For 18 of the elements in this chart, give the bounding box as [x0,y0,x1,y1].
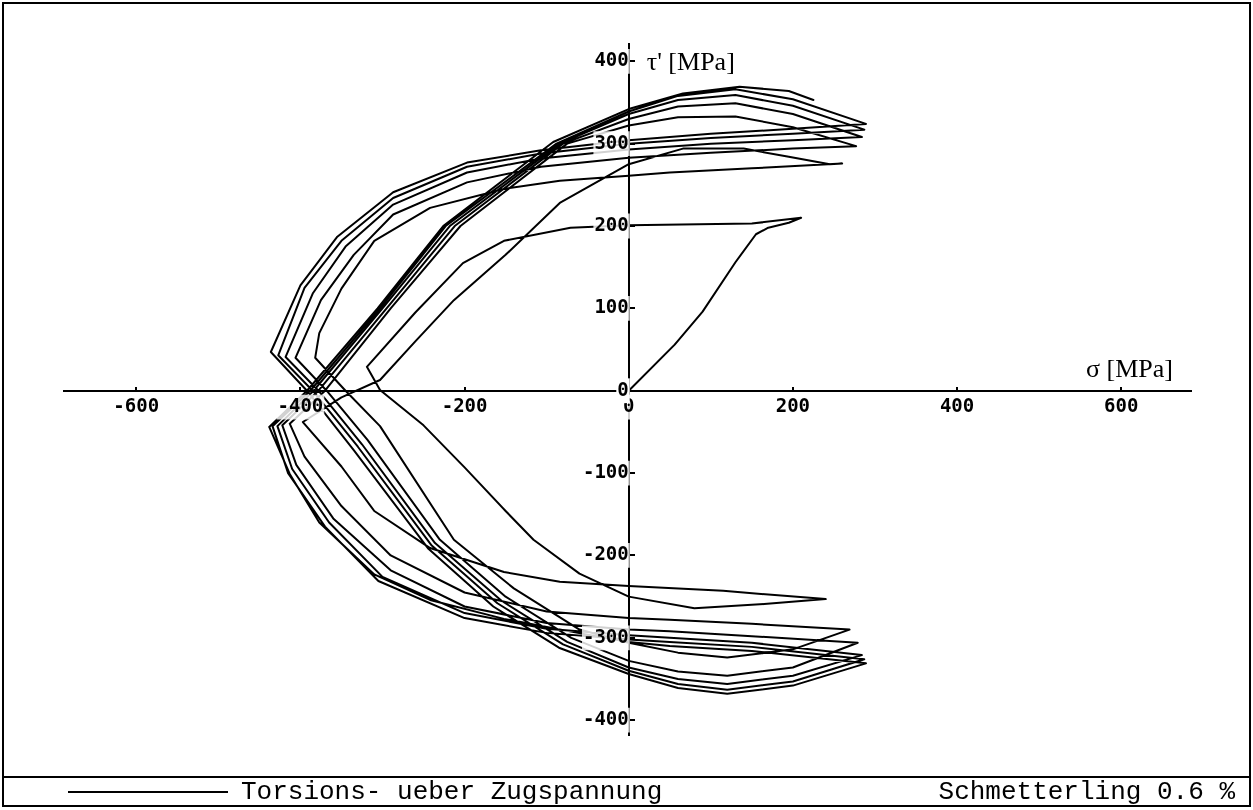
x-tick-label: -600 [113,394,160,417]
y-tick-label: 200 [594,212,629,235]
y-tick-label: 400 [594,48,629,71]
text: Torsions- ueber Zugspannung [241,776,663,807]
x-tick-label: -200 [441,394,488,417]
x-tick-label: 600 [1104,394,1139,417]
x-tick-label: -400 [277,394,324,417]
y-axis-title: τ' [MPa] [646,47,735,76]
y-tick-label: -300 [582,624,629,647]
y-tick-label: -200 [582,542,629,565]
y-tick-label: -400 [582,707,629,730]
x-axis-title: σ [MPa] [1086,353,1173,383]
y-tick-label: 300 [594,130,629,153]
x-tick-label: 200 [775,394,811,417]
text: Schmetterling 0.6 % [938,776,1236,807]
x-tick-label: 400 [939,394,975,417]
y-tick-label: 100 [594,295,629,318]
y-tick-label: -100 [582,460,629,483]
